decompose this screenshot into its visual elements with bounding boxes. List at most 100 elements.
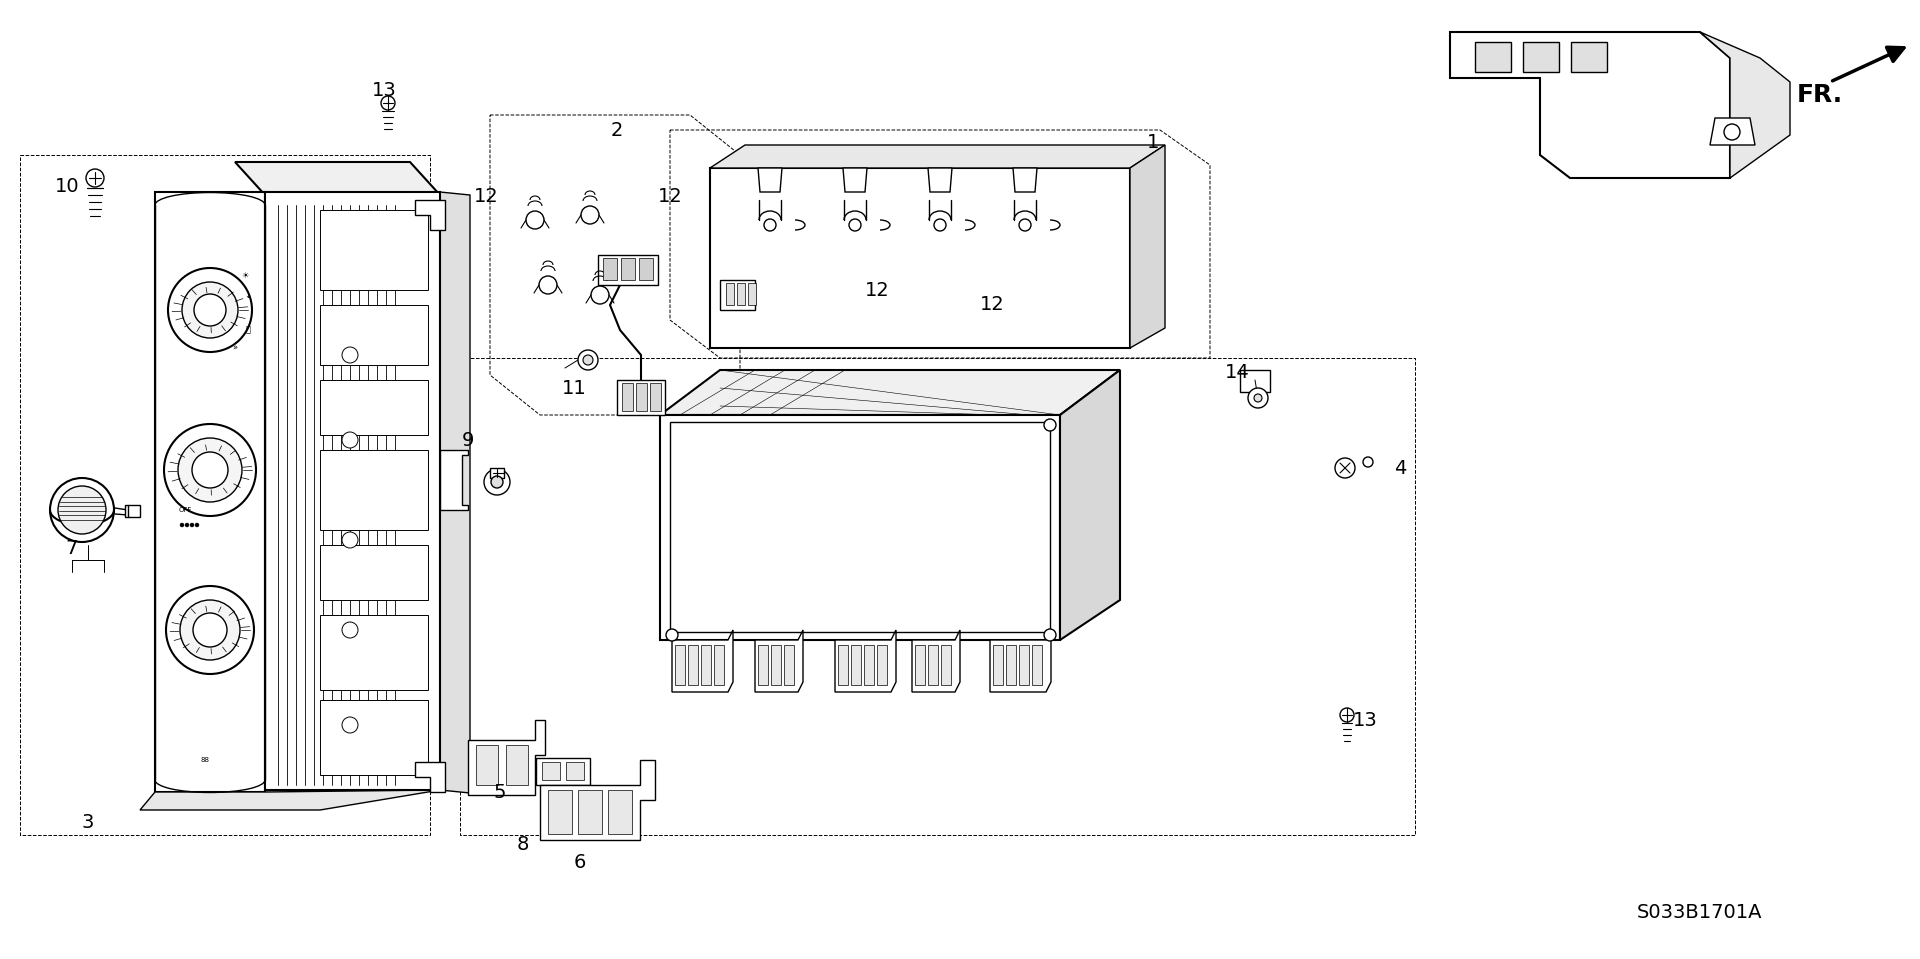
Polygon shape [927,168,952,192]
Polygon shape [1014,168,1037,192]
Circle shape [342,432,357,448]
Polygon shape [440,450,468,510]
Bar [772,645,781,685]
Bar [651,383,660,411]
Polygon shape [720,280,755,310]
Bar [622,383,634,411]
Polygon shape [234,162,440,195]
Circle shape [584,355,593,365]
Bar [321,615,428,690]
Polygon shape [540,760,655,840]
Text: 11: 11 [563,379,586,397]
Bar [701,645,710,685]
Text: 8: 8 [516,835,530,854]
Text: 10: 10 [54,177,79,197]
Bar [927,556,956,576]
Text: 2: 2 [611,121,624,139]
Bar [541,762,561,780]
Bar [476,745,497,785]
Polygon shape [415,762,445,792]
Circle shape [591,286,609,304]
Bar [321,305,428,365]
Text: 4: 4 [1394,458,1405,478]
Bar [837,645,849,685]
Circle shape [184,523,188,527]
Polygon shape [991,630,1050,692]
Bar [712,556,739,576]
Text: 12: 12 [474,188,499,206]
Bar [547,790,572,834]
Polygon shape [672,630,733,692]
Bar [993,645,1002,685]
Polygon shape [1060,370,1119,640]
Polygon shape [824,428,854,464]
Circle shape [165,586,253,674]
Text: S033B1701A: S033B1701A [1638,902,1763,922]
Bar [636,383,647,411]
Circle shape [526,211,543,229]
Bar [783,556,812,576]
Polygon shape [140,790,440,810]
Circle shape [192,452,228,488]
Circle shape [1044,629,1056,641]
Polygon shape [835,630,897,692]
Bar [125,505,140,517]
Bar [1475,42,1511,72]
Bar [783,436,812,456]
Bar [749,283,756,305]
Text: FR.: FR. [1797,83,1843,107]
Bar [783,645,795,685]
Bar [1523,42,1559,72]
Text: 6: 6 [574,854,586,873]
Polygon shape [680,488,710,524]
Circle shape [540,276,557,294]
Text: 88: 88 [200,757,209,763]
Circle shape [849,219,860,231]
Polygon shape [1450,32,1730,178]
Bar [578,790,603,834]
Bar [783,496,812,516]
Circle shape [1254,394,1261,402]
Circle shape [933,219,947,231]
Polygon shape [753,548,781,584]
Text: 7: 7 [65,539,79,557]
Polygon shape [758,168,781,192]
Polygon shape [616,380,664,415]
Bar [687,645,699,685]
Text: OFF: OFF [179,507,192,513]
Bar [712,496,739,516]
Bar [927,645,939,685]
Text: »: » [232,343,238,353]
Bar [927,436,956,456]
Circle shape [50,478,113,542]
Polygon shape [968,548,998,584]
Bar [321,210,428,290]
Bar [714,645,724,685]
Circle shape [182,282,238,338]
Polygon shape [660,370,1119,415]
Bar [927,496,956,516]
Text: ⤓: ⤓ [246,325,250,335]
Polygon shape [710,168,1131,348]
Polygon shape [843,168,868,192]
Text: 12: 12 [979,295,1004,315]
Bar [1006,645,1016,685]
Bar [712,436,739,456]
Bar [1000,436,1027,456]
Polygon shape [755,630,803,692]
Text: 9: 9 [463,431,474,450]
Polygon shape [680,428,710,464]
Bar [676,645,685,685]
Text: 13: 13 [1352,711,1377,730]
Bar [737,283,745,305]
Bar [1000,556,1027,576]
Bar [639,258,653,280]
Bar [916,645,925,685]
Circle shape [484,469,511,495]
Bar [1571,42,1607,72]
Polygon shape [968,428,998,464]
Circle shape [1724,124,1740,140]
Circle shape [578,350,597,370]
Polygon shape [156,192,265,792]
Polygon shape [897,548,925,584]
